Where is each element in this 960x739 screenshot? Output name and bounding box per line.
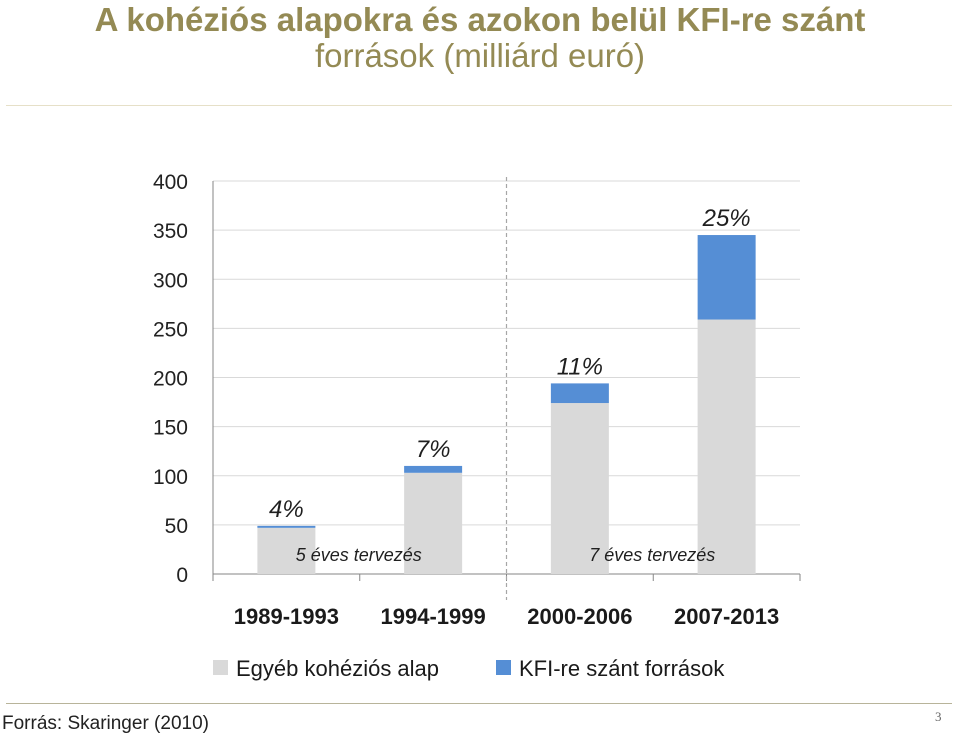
y-tick-label: 150 [153,417,188,440]
page-number: 3 [935,709,942,724]
x-category-label: 1994-1999 [381,604,486,629]
legend-label: KFI-re szánt források [519,656,725,681]
bar-rdi-funds [697,235,756,320]
y-tick-label: 50 [165,515,188,538]
y-tick-label: 300 [153,269,188,292]
bar-other-cohesion [404,472,463,574]
title-line-2: források (milliárd euró) [314,37,646,74]
bar-percent-label: 7% [416,436,451,463]
x-category-label: 2007-2013 [674,604,779,629]
bar-percent-label: 4% [269,496,304,523]
bar-other-cohesion [697,319,756,574]
planning-annotation: 5 éves tervezés [296,545,422,565]
y-tick-label: 200 [153,368,188,391]
legend-label: Egyéb kohéziós alap [236,656,439,681]
bar-percent-label: 25% [702,205,751,232]
x-category-label: 1989-1993 [234,604,339,629]
legend-swatch [213,660,228,675]
legend-swatch [496,660,511,675]
planning-annotation: 7 éves tervezés [589,545,715,565]
bar-rdi-funds [550,383,609,404]
slide-title: A kohéziós alapokra és azokon belül KFI-… [0,2,960,74]
y-tick-label: 100 [153,466,188,489]
bar-other-cohesion [257,527,316,574]
bar-rdi-funds [404,465,463,473]
y-tick-label: 400 [153,171,188,194]
footer-divider [6,703,952,704]
bar-rdi-funds [257,525,316,528]
bar-other-cohesion [550,403,609,574]
y-tick-label: 250 [153,318,188,341]
source-note: Forrás: Skaringer (2010) [2,713,209,734]
y-tick-label: 0 [176,564,188,587]
title-line-1: A kohéziós alapokra és azokon belül KFI-… [94,1,866,38]
x-category-label: 2000-2006 [527,604,632,629]
title-divider [6,105,952,106]
y-tick-label: 350 [153,220,188,243]
bar-percent-label: 11% [557,353,603,380]
